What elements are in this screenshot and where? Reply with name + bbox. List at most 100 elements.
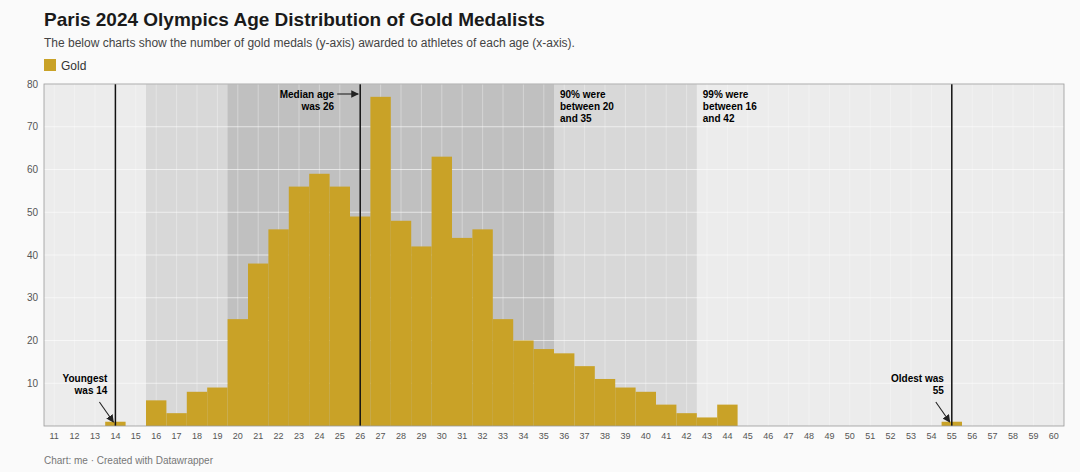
x-grid-line [1033,84,1034,426]
x-grid-line [829,84,830,426]
x-grid-line [625,84,626,426]
x-tick-label: 40 [641,431,651,441]
bar [452,238,472,426]
bar [636,392,656,426]
bar [391,221,411,426]
x-tick-label: 54 [926,431,936,441]
x-grid-line [788,84,789,426]
x-tick-label: 60 [1049,431,1059,441]
bar [595,379,615,426]
bar [248,264,268,426]
x-tick-label: 13 [90,431,100,441]
x-tick-label: 55 [947,431,957,441]
youngest-annotation: Youngestwas 14 [63,373,108,396]
y-tick-label: 20 [27,335,39,346]
x-tick-label: 11 [50,431,59,441]
x-tick-label: 39 [620,431,630,441]
x-tick-label: 44 [722,431,732,441]
x-grid-line [156,84,157,426]
x-tick-label: 23 [294,431,304,441]
bar [717,405,737,426]
x-tick-label: 51 [865,431,875,441]
x-grid-line [686,84,687,426]
x-tick-label: 14 [110,431,120,441]
y-tick-label: 60 [27,164,39,175]
x-tick-label: 57 [988,431,998,441]
oldest-annotation: Oldest was55 [891,373,944,396]
x-tick-label: 32 [478,431,488,441]
y-tick-label: 80 [27,79,39,90]
x-grid-line [605,84,606,426]
bar [289,187,309,426]
plot-area [44,84,1064,426]
legend: Gold [44,59,86,73]
x-tick-label: 24 [314,431,324,441]
annotations: Youngestwas 14 Oldest was55 Median agewas … [63,89,950,422]
title: Paris 2024 Olympics Age Distribution of … [44,9,545,30]
median-annotation: Median agewas 26 [280,89,335,112]
x-grid-line [666,84,667,426]
bar [493,319,513,426]
x-tick-label: 38 [600,431,610,441]
bar [432,157,452,426]
x-grid-line [951,84,952,426]
x-tick-label: 28 [396,431,406,441]
x-tick-label: 45 [743,431,753,441]
x-tick-label: 30 [437,431,447,441]
bar [309,174,329,426]
x-tick-label: 52 [886,431,896,441]
x-grid-line [768,84,769,426]
x-tick-label: 35 [539,431,549,441]
x-tick-label: 34 [518,431,528,441]
x-tick-label: 58 [1008,431,1018,441]
x-tick-label: 37 [580,431,590,441]
x-tick-labels: 1112131415161718192021222324252627282930… [50,431,1059,441]
x-grid-line [135,84,136,426]
bar [187,392,207,426]
x-grid-line [707,84,708,426]
x-tick-label: 15 [131,431,141,441]
x-tick-label: 21 [253,431,263,441]
y-tick-label: 10 [27,378,39,389]
y-tick-label: 70 [27,121,39,132]
footer: Chart: me · Created with Datawrapper [44,455,214,466]
plot-frame [44,84,1064,426]
x-tick-label: 20 [233,431,243,441]
y-tick-label: 50 [27,207,39,218]
x-tick-label: 22 [274,431,284,441]
x-grid-line [54,84,55,426]
x-tick-label: 19 [212,431,222,441]
bar [656,405,676,426]
bar [472,229,492,426]
median-line [359,84,361,426]
x-tick-label: 27 [376,431,386,441]
x-tick-label: 29 [416,431,426,441]
bar [166,413,186,426]
bar [615,388,635,426]
x-tick-label: 31 [457,431,467,441]
bar [370,97,390,426]
median-arrow [337,93,358,94]
legend-label: Gold [61,59,86,73]
x-grid-line [727,84,728,426]
x-grid-line [1053,84,1054,426]
subtitle: The below charts show the number of gold… [44,36,575,50]
oldest-arrow [936,402,950,422]
bar [513,341,533,427]
bar [676,413,696,426]
x-tick-label: 18 [192,431,202,441]
bar [574,366,594,426]
x-tick-label: 46 [763,431,773,441]
band-annotation: 90% werebetween 20and 35 [560,89,614,124]
x-tick-label: 36 [559,431,569,441]
bar [554,353,574,426]
x-grid-line [360,84,361,426]
x-tick-label: 33 [498,431,508,441]
x-grid-line [747,84,748,426]
x-tick-label: 26 [355,431,365,441]
y-tick-label: 40 [27,250,39,261]
bar [411,246,431,426]
x-tick-label: 56 [967,431,977,441]
bar [534,349,554,426]
x-tick-label: 53 [906,431,916,441]
